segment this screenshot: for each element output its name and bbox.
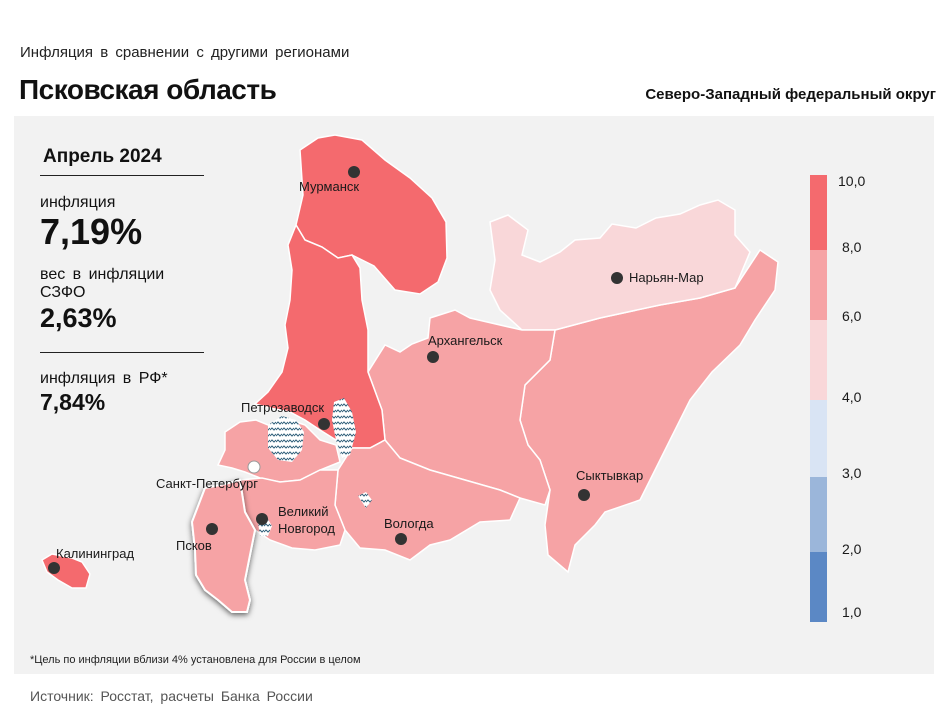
region-vologda[interactable] [334, 439, 522, 561]
district-name: Северо-Западный федеральный округ [645, 86, 936, 103]
period-label: Апрель 2024 [40, 146, 204, 176]
city-label-arkhangelsk: Архангельск [428, 333, 503, 348]
city-marker-murmansk[interactable] [348, 166, 360, 178]
city-marker-syktyvkar[interactable] [578, 489, 590, 501]
footnote: *Цель по инфляции вблизи 4% установлена … [30, 654, 361, 666]
legend-tick-8: 8,0 [842, 239, 862, 255]
page-title: Псковская область [19, 74, 277, 105]
legend-swatch-4-6 [810, 320, 827, 400]
legend-tick-10: 10,0 [838, 173, 865, 189]
legend-tick-6: 6,0 [842, 308, 862, 324]
legend-tick-4: 4,0 [842, 389, 862, 405]
source-note: Источник: Росстат, расчеты Банка России [30, 688, 313, 704]
region-pskov[interactable] [190, 478, 257, 613]
city-marker-vologda[interactable] [395, 533, 407, 545]
lake-onega [332, 398, 356, 458]
legend-swatch-1-2 [810, 552, 827, 622]
city-label-naryan-mar: Нарьян-Мар [629, 270, 704, 285]
city-label-pskov: Псков [176, 538, 212, 553]
legend-swatch-8-10 [810, 175, 827, 250]
city-label-petrozavodsk: Петрозаводск [241, 400, 324, 415]
lake-ladoga [268, 416, 304, 462]
city-label-novgorod: Новгород [278, 521, 335, 536]
legend: 10,0 8,0 6,0 4,0 3,0 2,0 1,0 [810, 173, 865, 622]
city-label-syktyvkar: Сыктывкар [576, 468, 643, 483]
city-marker-veliky-novgorod[interactable] [256, 513, 268, 525]
weight-value: 2,63% [40, 303, 117, 333]
city-marker-petrozavodsk[interactable] [318, 418, 330, 430]
subtitle: Инфляция в сравнении с другими регионами [20, 44, 350, 61]
inflation-label: инфляция [40, 194, 116, 211]
city-marker-arkhangelsk[interactable] [427, 351, 439, 363]
legend-swatch-2-3 [810, 477, 827, 552]
city-label-murmansk: Мурманск [299, 179, 359, 194]
legend-swatch-3-4 [810, 400, 827, 477]
lake-beloye [358, 492, 372, 508]
legend-swatch-6-8 [810, 250, 827, 320]
weight-label: вес в инфляции СЗФО [40, 266, 165, 301]
city-marker-pskov[interactable] [206, 523, 218, 535]
city-marker-kaliningrad[interactable] [48, 562, 60, 574]
city-label-kaliningrad: Калининград [56, 546, 134, 561]
rf-inflation-value: 7,84% [40, 389, 106, 415]
city-marker-naryan-mar[interactable] [611, 272, 623, 284]
city-label-vologda: Вологда [384, 516, 434, 531]
legend-tick-2: 2,0 [842, 541, 862, 557]
divider [40, 352, 204, 353]
city-label-veliky: Великий [278, 504, 329, 519]
legend-tick-1: 1,0 [842, 604, 862, 620]
inflation-value: 7,19% [40, 211, 143, 252]
legend-tick-3: 3,0 [842, 465, 862, 481]
city-marker-saint-petersburg[interactable] [247, 460, 261, 474]
city-label-saint-petersburg: Санкт-Петербург [156, 476, 258, 491]
stats-panel: Апрель 2024 инфляция 7,19% вес в инфляци… [40, 146, 204, 416]
rf-inflation-label: инфляция в РФ* [40, 370, 168, 387]
